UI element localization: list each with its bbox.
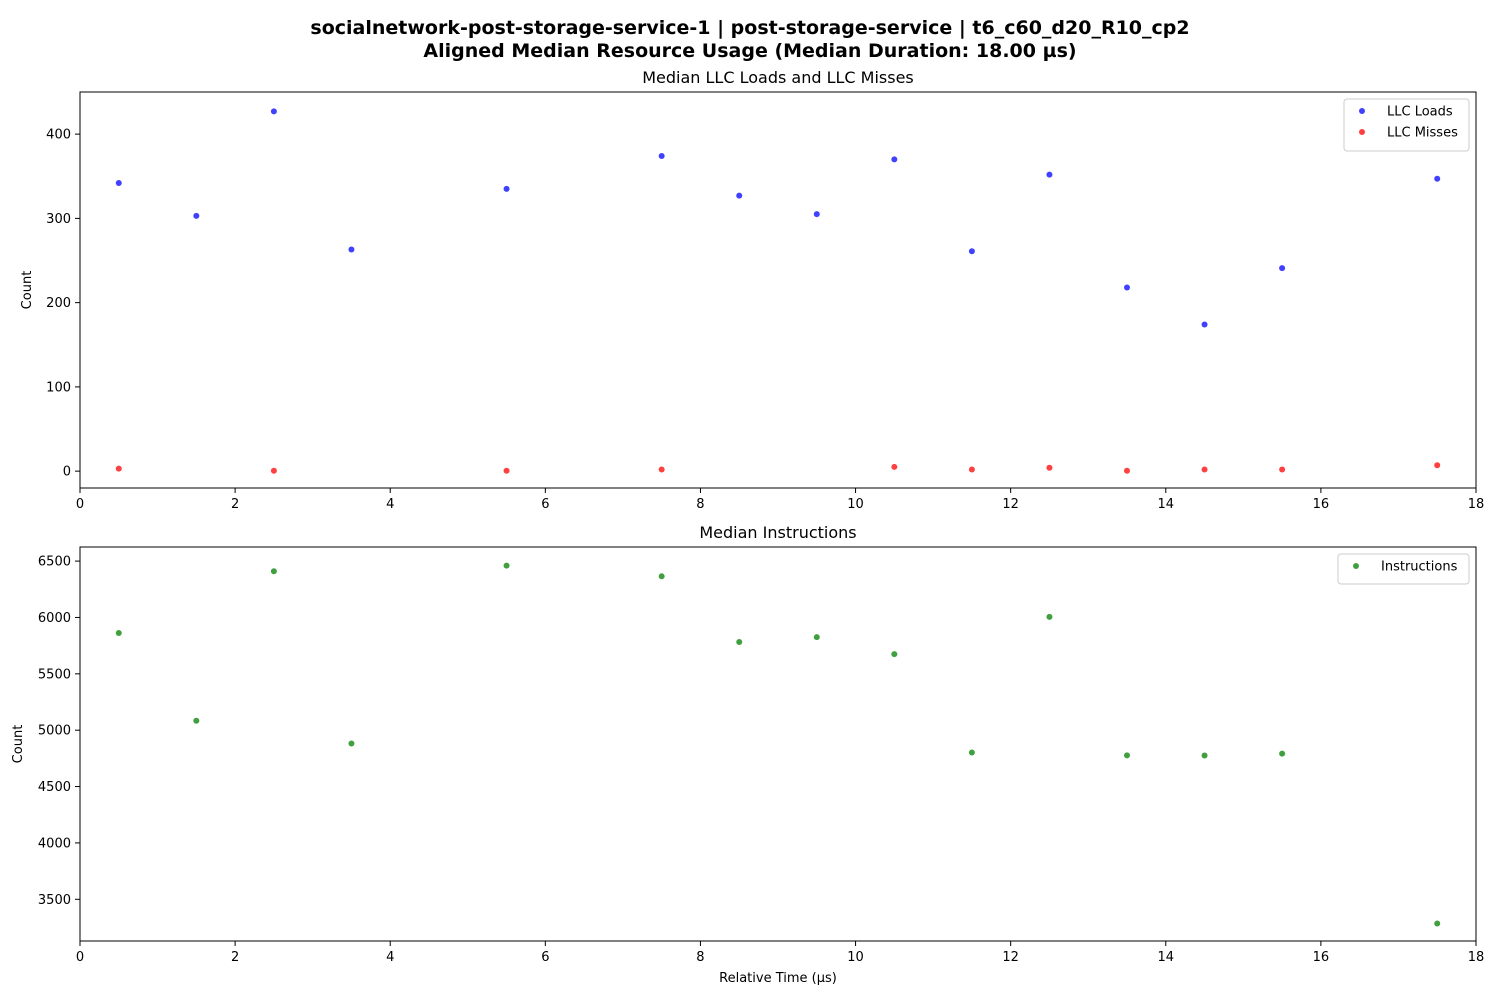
plot1-llc-misses-point (1434, 462, 1441, 469)
plot2-y-tick-label: 3500 (38, 893, 71, 908)
plot1-x-tick-label: 0 (76, 497, 84, 512)
plot2-x-tick-label: 8 (696, 950, 704, 965)
plot2-instructions-point (348, 740, 355, 747)
plot2-instructions-point (968, 749, 975, 756)
plot2-title: Median Instructions (699, 523, 856, 542)
plot2-x-tick-label: 10 (847, 950, 864, 965)
plot1-llc-misses-point (968, 466, 975, 473)
plot1-x-tick-label: 2 (231, 497, 239, 512)
plot2-instructions-point (1046, 613, 1053, 620)
plot1-llc-misses-point (115, 465, 122, 472)
plot2-instructions-point (658, 573, 665, 580)
plot1-y-tick-label: 0 (63, 465, 71, 480)
plot2-x-tick-label: 16 (1313, 950, 1330, 965)
plot2-instructions-point (1201, 752, 1208, 759)
plot2-instructions-point (1434, 920, 1441, 927)
plot2-x-tick-label: 18 (1468, 950, 1485, 965)
plot1-llc-misses-point (1124, 467, 1130, 474)
figure-subtitle: Aligned Median Resource Usage (Median Du… (423, 40, 1077, 62)
plot2-legend (1337, 553, 1470, 585)
plot1-x-tick-label: 18 (1468, 497, 1485, 512)
plot2-y-tick-label: 6000 (38, 611, 71, 626)
plot1-llc-loads-point (968, 248, 975, 255)
plot2-x-axis-label: Relative Time (µs) (719, 971, 837, 986)
plot2-x-tick-label: 14 (1158, 950, 1175, 965)
plot1-llc-loads-point (503, 185, 510, 192)
plot1-x-tick-label: 12 (1002, 497, 1019, 512)
plot1-x-tick-label: 16 (1313, 497, 1330, 512)
plot2-instructions-point (1124, 752, 1130, 759)
plot1-llc-loads-point (115, 179, 122, 186)
plot1-llc-loads-point (1434, 175, 1441, 182)
plot1-y-tick-label: 300 (46, 212, 71, 227)
plot1-llc-loads-point (736, 192, 743, 199)
plot1-legend-marker-llc-loads (1359, 108, 1365, 114)
plot2-instructions-point (1279, 750, 1286, 757)
plot2-x-tick-label: 0 (76, 950, 84, 965)
plot2-legend-label-instructions: Instructions (1381, 560, 1458, 575)
plot2-instructions-point (736, 639, 743, 646)
plot1-llc-loads-point (1279, 265, 1286, 272)
plot2-instructions-point (193, 717, 200, 724)
plot1-legend-label-llc-misses: LLC Misses (1387, 126, 1458, 141)
plot1-llc-loads-point (891, 156, 898, 163)
plot2-x-tick-label: 12 (1002, 950, 1019, 965)
plot2-y-tick-label: 6500 (38, 555, 71, 570)
plot1-legend-marker-llc-misses (1359, 129, 1365, 135)
plot2-instructions-point (813, 634, 820, 641)
plot1-llc-loads-point (1201, 321, 1208, 328)
plot1-llc-loads-point (658, 153, 665, 160)
plot2-instructions-point (115, 630, 122, 637)
plot1-llc-misses-point (503, 467, 510, 474)
plot2-x-tick-label: 2 (231, 950, 239, 965)
plot2-instructions-point (891, 651, 898, 658)
plot1-y-tick-label: 100 (46, 380, 71, 395)
plot2-instructions-point (270, 568, 277, 575)
plot1-llc-loads-point (1124, 284, 1130, 291)
plot1-x-tick-label: 4 (386, 497, 394, 512)
plot2-frame (79, 546, 1477, 942)
plot2-y-tick-label: 4500 (38, 780, 71, 795)
plot2-x-tick-label: 6 (541, 950, 549, 965)
plot1-llc-loads-point (193, 212, 200, 219)
plot1-y-axis-label: Count (20, 271, 35, 310)
plot1-llc-misses-point (1279, 466, 1286, 473)
plot1-llc-misses-point (1201, 466, 1208, 473)
plot1-llc-misses-point (891, 463, 898, 470)
plot1-llc-misses-point (1046, 464, 1053, 471)
figure-title: socialnetwork-post-storage-service-1 | p… (310, 17, 1190, 39)
plot2-y-tick-label: 4000 (38, 836, 71, 851)
plot1-llc-loads-point (1046, 171, 1053, 178)
plot2-y-tick-label: 5000 (38, 724, 71, 739)
plot1-x-tick-label: 14 (1158, 497, 1175, 512)
plot2-x-tick-label: 4 (386, 950, 394, 965)
plot2-instructions-point (503, 562, 510, 569)
plot1-frame (79, 91, 1477, 489)
plot1-x-tick-label: 8 (696, 497, 704, 512)
plot1-x-tick-label: 6 (541, 497, 549, 512)
plot1-llc-misses-point (270, 467, 277, 474)
plot1-x-tick-label: 10 (847, 497, 864, 512)
plot1-llc-loads-point (348, 246, 355, 253)
plot1-title: Median LLC Loads and LLC Misses (642, 68, 914, 87)
plot2-y-axis-label: Count (11, 725, 26, 764)
plot1-legend-label-llc-loads: LLC Loads (1387, 105, 1453, 120)
plot1-legend (1343, 98, 1470, 152)
plot1-llc-misses-point (658, 466, 665, 473)
plot2-y-tick-label: 5500 (38, 667, 71, 682)
plot1-llc-loads-point (270, 108, 277, 115)
plot1-y-tick-label: 200 (46, 296, 71, 311)
plot2-legend-marker-instructions (1353, 563, 1359, 569)
plot1-llc-loads-point (813, 211, 820, 218)
plot1-y-tick-label: 400 (46, 128, 71, 143)
